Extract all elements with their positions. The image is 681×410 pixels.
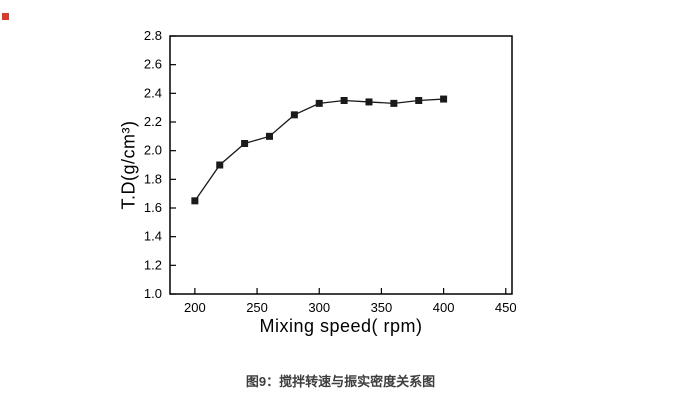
- x-tick-label: 200: [184, 300, 206, 315]
- y-tick-label: 1.0: [144, 286, 162, 301]
- x-tick-label: 350: [371, 300, 393, 315]
- y-tick-label: 1.4: [144, 229, 162, 244]
- data-point-marker: [390, 99, 398, 107]
- data-point-marker: [365, 98, 373, 106]
- x-tick-label: 450: [495, 300, 517, 315]
- data-point-marker: [216, 161, 224, 169]
- x-tick-label: 400: [433, 300, 455, 315]
- x-axis-title: Mixing speed( rpm): [259, 316, 423, 336]
- x-tick-label: 250: [246, 300, 268, 315]
- y-tick-label: 1.8: [144, 171, 162, 186]
- x-tick-label: 300: [308, 300, 330, 315]
- data-point-marker: [191, 197, 199, 205]
- y-tick-label: 2.0: [144, 143, 162, 158]
- y-tick-label: 2.6: [144, 57, 162, 72]
- data-point-marker: [241, 140, 249, 147]
- figure-caption: 图9：搅拌转速与振实密度关系图: [245, 374, 436, 389]
- y-tick-label: 2.8: [144, 28, 162, 43]
- data-point-marker: [340, 97, 348, 104]
- y-tick-label: 2.2: [144, 114, 162, 129]
- document-anchor-icon: [2, 13, 9, 20]
- data-point-marker: [265, 132, 273, 140]
- data-point-marker: [440, 95, 448, 103]
- y-tick-label: 1.6: [144, 200, 162, 215]
- tap-density-line-chart: 200 250 300 350 400 450 1.0 1.2 1.4 1.6 1.8 2.0 2.2 2…: [144, 28, 517, 315]
- series-line: [194, 98, 444, 202]
- data-point-marker: [315, 99, 323, 107]
- y-tick-label: 2.4: [144, 85, 162, 100]
- plot-frame: [169, 35, 513, 295]
- data-point-marker: [290, 111, 298, 119]
- y-tick-label: 1.2: [144, 257, 162, 272]
- y-axis-title: T.D(g/cm³): [118, 120, 139, 210]
- data-point-marker: [415, 97, 423, 104]
